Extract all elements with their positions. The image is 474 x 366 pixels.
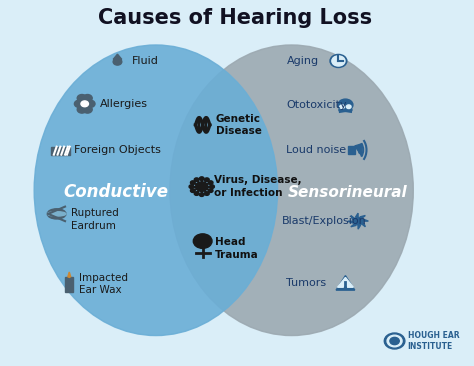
Text: Head
Trauma: Head Trauma <box>215 237 259 259</box>
Circle shape <box>113 59 122 65</box>
Circle shape <box>332 56 345 66</box>
Text: Impacted
Ear Wax: Impacted Ear Wax <box>79 273 128 295</box>
Circle shape <box>345 287 346 288</box>
Circle shape <box>83 106 92 113</box>
Text: Tumors: Tumors <box>286 278 326 288</box>
Text: Ruptured
Eardrum: Ruptured Eardrum <box>71 208 118 231</box>
Text: Conductive: Conductive <box>64 183 169 201</box>
Circle shape <box>86 100 95 108</box>
Polygon shape <box>348 221 358 223</box>
Circle shape <box>81 101 89 107</box>
Circle shape <box>210 185 214 188</box>
Circle shape <box>205 178 209 182</box>
Polygon shape <box>351 221 358 227</box>
Polygon shape <box>113 54 122 59</box>
Circle shape <box>330 55 347 67</box>
Ellipse shape <box>47 209 66 219</box>
Circle shape <box>354 217 363 225</box>
Polygon shape <box>351 216 358 221</box>
Text: Sensorineural: Sensorineural <box>288 184 408 199</box>
Circle shape <box>390 337 399 345</box>
Text: Genetic
Disease: Genetic Disease <box>216 114 262 136</box>
Circle shape <box>191 181 195 184</box>
Circle shape <box>77 106 87 113</box>
Polygon shape <box>68 272 71 277</box>
Circle shape <box>200 177 204 180</box>
Polygon shape <box>336 276 355 290</box>
Circle shape <box>200 193 204 197</box>
Circle shape <box>194 192 199 195</box>
Circle shape <box>77 94 87 102</box>
Polygon shape <box>358 221 360 229</box>
Circle shape <box>205 192 209 195</box>
Circle shape <box>340 105 345 109</box>
Circle shape <box>196 182 208 191</box>
Circle shape <box>338 99 353 111</box>
FancyBboxPatch shape <box>52 147 70 155</box>
Polygon shape <box>358 221 365 227</box>
Text: Virus, Disease,
or Infection: Virus, Disease, or Infection <box>214 175 302 198</box>
Ellipse shape <box>170 45 413 336</box>
Text: Blast/Explosion: Blast/Explosion <box>282 216 367 226</box>
FancyBboxPatch shape <box>65 277 73 292</box>
Text: Foreign Objects: Foreign Objects <box>74 145 161 155</box>
FancyBboxPatch shape <box>348 146 355 154</box>
Text: HOUGH EAR
INSTITUTE: HOUGH EAR INSTITUTE <box>408 330 459 351</box>
Circle shape <box>191 189 195 193</box>
Circle shape <box>387 335 402 347</box>
Circle shape <box>74 100 84 108</box>
Text: Loud noise: Loud noise <box>286 145 346 155</box>
Circle shape <box>384 333 405 349</box>
Circle shape <box>83 94 92 102</box>
Ellipse shape <box>34 45 278 336</box>
Polygon shape <box>355 144 362 156</box>
Circle shape <box>193 234 212 249</box>
Circle shape <box>194 178 199 182</box>
Text: Ototoxicity: Ototoxicity <box>286 100 346 110</box>
Polygon shape <box>358 216 365 221</box>
Circle shape <box>346 105 351 109</box>
Ellipse shape <box>47 212 66 216</box>
Text: Aging: Aging <box>287 56 319 66</box>
Polygon shape <box>358 219 368 221</box>
Text: Allergies: Allergies <box>100 99 148 109</box>
Polygon shape <box>356 213 358 221</box>
Text: Fluid: Fluid <box>131 56 158 66</box>
Circle shape <box>208 189 213 193</box>
Text: Causes of Hearing Loss: Causes of Hearing Loss <box>99 8 373 28</box>
Polygon shape <box>337 277 354 287</box>
Circle shape <box>208 181 213 184</box>
Circle shape <box>189 185 194 188</box>
